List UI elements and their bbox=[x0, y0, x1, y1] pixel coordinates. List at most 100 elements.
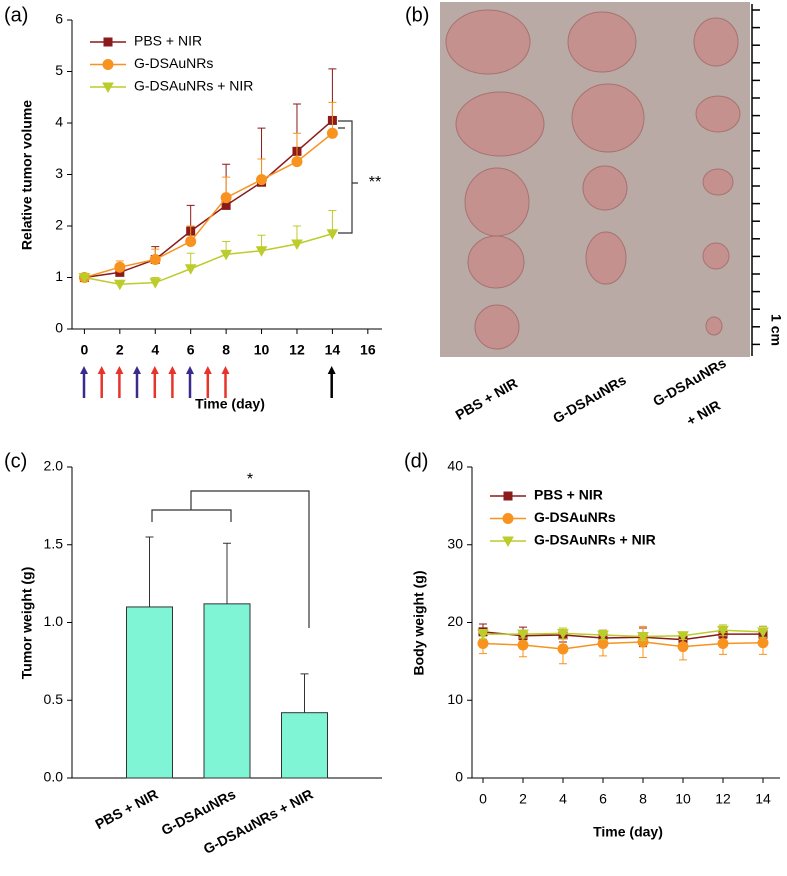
y-tick-label: 10 bbox=[447, 691, 463, 707]
panel-label: (b) bbox=[405, 4, 429, 26]
marker bbox=[149, 278, 162, 289]
group-label: PBS + NIR bbox=[453, 375, 521, 423]
x-tick-label: 4 bbox=[559, 791, 567, 807]
y-tick-label: 6 bbox=[55, 11, 63, 27]
series-line bbox=[84, 119, 333, 279]
error-bar bbox=[145, 536, 154, 607]
y-tick-label: 0 bbox=[55, 320, 63, 336]
error-bar bbox=[223, 542, 231, 604]
x-tick-label: 0 bbox=[81, 342, 89, 358]
panel-label: (c) bbox=[4, 450, 27, 472]
annotation: ** bbox=[369, 174, 381, 191]
series-line bbox=[483, 629, 764, 638]
marker bbox=[220, 249, 232, 261]
marker bbox=[291, 239, 303, 251]
marker bbox=[557, 643, 569, 655]
x-axis-title: Time (day) bbox=[195, 396, 265, 412]
x-tick-label: 8 bbox=[639, 791, 647, 807]
x-tick-label: 14 bbox=[325, 342, 341, 358]
legend-label: PBS + NIR bbox=[134, 33, 202, 49]
x-tick-label: 12 bbox=[715, 791, 731, 807]
marker bbox=[677, 641, 689, 653]
marker bbox=[114, 261, 126, 273]
bar bbox=[126, 606, 173, 779]
x-tick-label: 8 bbox=[222, 342, 230, 358]
y-tick-label: 5 bbox=[55, 62, 63, 78]
y-tick-label: 2.0 bbox=[44, 458, 64, 474]
marker bbox=[717, 625, 729, 637]
legend-label: G-DSAuNRs bbox=[134, 55, 213, 71]
marker bbox=[517, 639, 529, 651]
marker bbox=[517, 629, 529, 641]
x-tick-label: 14 bbox=[755, 791, 771, 807]
x-tick-label: 2 bbox=[116, 342, 124, 358]
x-tick-label: 6 bbox=[187, 342, 195, 358]
y-tick-label: 20 bbox=[447, 613, 463, 629]
y-tick-label: 2 bbox=[55, 217, 63, 233]
bar bbox=[281, 712, 328, 779]
marker bbox=[291, 156, 303, 168]
legend-marker bbox=[103, 37, 113, 47]
legend-label: G-DSAuNRs bbox=[534, 509, 616, 525]
marker bbox=[326, 229, 339, 240]
marker bbox=[677, 631, 689, 642]
marker bbox=[220, 192, 232, 204]
legend-marker bbox=[502, 513, 514, 524]
marker bbox=[185, 235, 197, 247]
panel-label: (d) bbox=[404, 450, 428, 472]
series-line bbox=[482, 631, 763, 641]
marker bbox=[255, 246, 268, 257]
y-axis-title: Body weight (g) bbox=[411, 571, 427, 676]
x-tick-label: 6 bbox=[599, 791, 607, 807]
marker bbox=[326, 127, 338, 139]
x-tick-label: PBS + NIR bbox=[92, 786, 160, 832]
x-tick-label: 10 bbox=[675, 791, 691, 807]
x-tick-label: 2 bbox=[519, 791, 527, 807]
series-line bbox=[482, 641, 764, 650]
y-tick-label: 3 bbox=[55, 165, 63, 181]
y-axis-title: Relative tumor volume bbox=[19, 100, 35, 250]
marker bbox=[256, 174, 268, 186]
y-tick-label: 40 bbox=[447, 458, 463, 474]
marker bbox=[184, 264, 197, 275]
marker bbox=[757, 627, 769, 638]
x-tick-label: 16 bbox=[360, 342, 376, 358]
marker bbox=[78, 273, 91, 284]
y-tick-label: 0.0 bbox=[44, 769, 64, 785]
marker bbox=[757, 637, 769, 649]
legend-label: PBS + NIR bbox=[534, 487, 603, 503]
marker bbox=[557, 628, 569, 640]
legend-label: G-DSAuNRs + NIR bbox=[534, 532, 656, 548]
scale-label: 1 cm bbox=[768, 314, 784, 346]
legend-marker bbox=[102, 82, 114, 94]
error-bar bbox=[300, 673, 309, 713]
marker bbox=[717, 637, 729, 649]
y-tick-label: 0 bbox=[455, 769, 463, 785]
marker bbox=[477, 629, 489, 641]
x-tick-label: 0 bbox=[479, 791, 487, 807]
y-tick-label: 1.0 bbox=[44, 613, 64, 629]
y-tick-label: 4 bbox=[55, 114, 63, 130]
x-tick-label: 12 bbox=[289, 342, 305, 358]
series-line bbox=[84, 132, 333, 279]
bar bbox=[203, 603, 251, 779]
y-tick-label: 1 bbox=[55, 268, 63, 284]
marker bbox=[149, 253, 161, 265]
y-tick-label: 30 bbox=[447, 535, 463, 551]
series-line bbox=[84, 233, 333, 285]
significance-bracket bbox=[338, 120, 358, 234]
y-tick-label: 1.5 bbox=[44, 535, 64, 551]
panel-label: (a) bbox=[4, 4, 28, 26]
annotation: * bbox=[247, 471, 253, 488]
legend-marker bbox=[102, 59, 114, 70]
x-axis-title: Time (day) bbox=[593, 824, 663, 840]
legend-marker bbox=[503, 491, 513, 501]
group-label: + NIR bbox=[684, 397, 723, 429]
y-tick-label: 0.5 bbox=[44, 691, 64, 707]
marker bbox=[113, 279, 126, 291]
tumor-photo bbox=[440, 2, 760, 357]
marker bbox=[597, 630, 609, 641]
x-tick-label: 4 bbox=[151, 342, 159, 358]
